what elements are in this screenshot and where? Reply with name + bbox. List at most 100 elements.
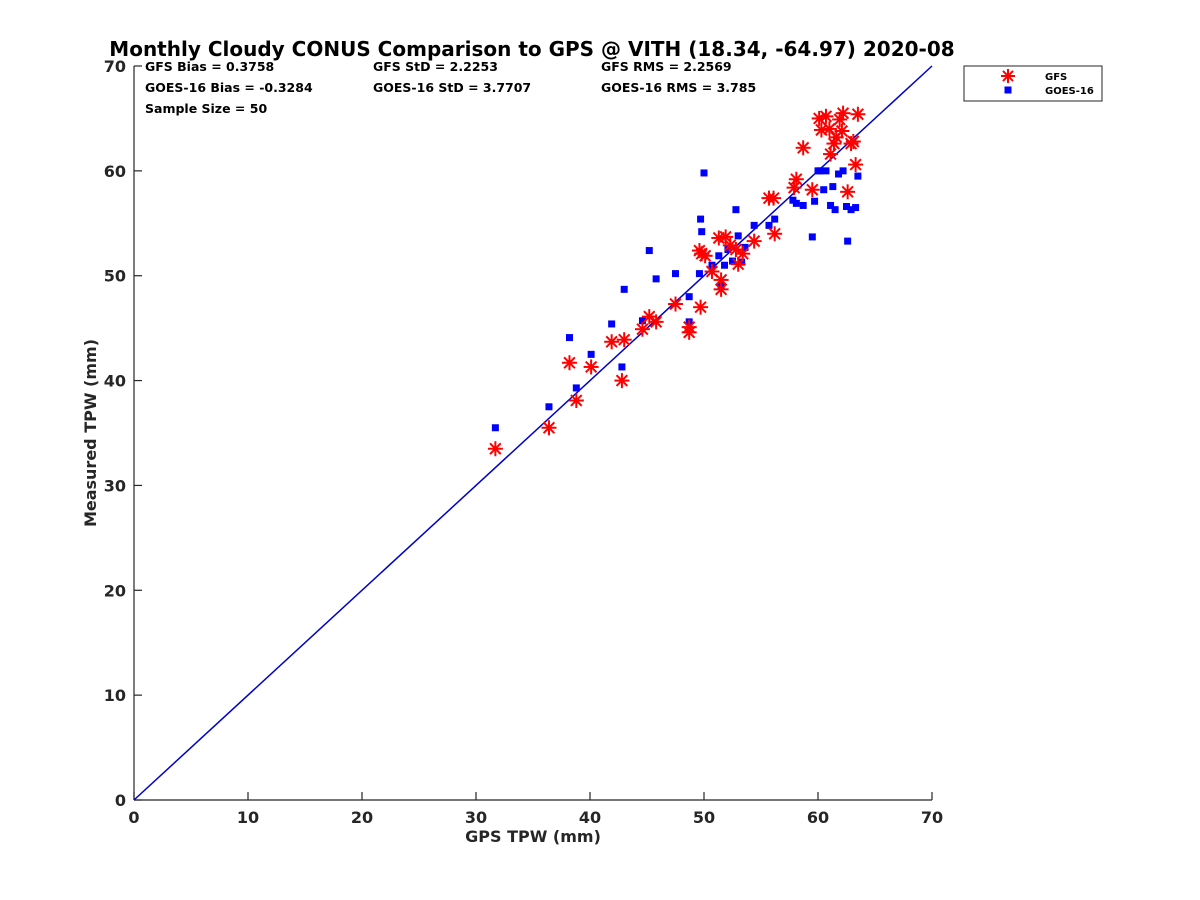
gfs-point — [634, 321, 650, 337]
gfs-point — [693, 299, 709, 315]
goes-16-point — [831, 206, 839, 214]
goes-16-point — [839, 167, 847, 175]
goes-16-point — [608, 320, 616, 328]
legend-box — [963, 65, 1103, 102]
gfs-point — [834, 123, 850, 139]
goes-16-point — [565, 334, 573, 342]
goes-16-point — [620, 285, 628, 293]
x-tick-label: 50 — [693, 808, 715, 827]
goes-16-point — [697, 215, 705, 223]
goes-16-point — [645, 247, 653, 255]
gfs-point — [804, 182, 820, 198]
gfs-point — [850, 106, 866, 122]
y-tick-label: 20 — [104, 581, 126, 600]
goes-16-point — [847, 206, 855, 214]
legend-gfs-label: GFS — [1045, 72, 1067, 83]
goes-16-point — [572, 384, 580, 392]
chart-title: Monthly Cloudy CONUS Comparison to GPS @… — [109, 37, 954, 61]
goes-16-point — [695, 270, 703, 278]
one-to-one-line — [133, 65, 933, 801]
x-tick-label: 30 — [465, 808, 487, 827]
gfs-point — [767, 226, 783, 242]
x-tick-label: 0 — [128, 808, 139, 827]
gfs-point — [668, 296, 683, 312]
goes-16-point — [822, 167, 830, 175]
gfs-point — [746, 233, 762, 249]
gfs-point — [541, 420, 557, 436]
goes-16-point — [638, 317, 646, 325]
gfs-point — [713, 272, 729, 288]
gfs-point — [848, 157, 864, 173]
gfs-point — [616, 332, 632, 348]
gfs-point — [735, 246, 751, 262]
goes-16-point — [734, 232, 742, 240]
goes-16-point — [685, 293, 693, 301]
goes-16-point — [844, 237, 852, 245]
y-tick-label: 70 — [104, 57, 126, 76]
gfs-point — [840, 184, 856, 200]
goes-16-point — [765, 221, 773, 229]
goes-16-point — [672, 270, 679, 278]
ticks: 0 10 20 30 40 50 60 70 0 10 20 30 40 50 60 70 — [104, 57, 943, 827]
x-tick-label: 70 — [921, 808, 943, 827]
gfs-point — [713, 281, 729, 297]
goes-16-point — [799, 201, 807, 209]
goes-16-point — [587, 350, 595, 358]
y-tick-label: 40 — [104, 372, 126, 391]
gfs-point — [697, 248, 713, 264]
goes-16-point — [652, 275, 660, 283]
goes-16-point — [816, 167, 824, 175]
goes-16-point — [715, 252, 723, 260]
x-tick-label: 10 — [237, 808, 259, 827]
stats-annotations: GFS Bias = 0.3758 GOES-16 Bias = -0.3284… — [145, 59, 756, 116]
goes-16-point — [820, 186, 828, 194]
goes-rms-text: GOES-16 RMS = 3.785 — [601, 80, 756, 95]
goes-16-point — [750, 221, 758, 229]
x-tick-label: 20 — [351, 808, 373, 827]
goes-16-point — [808, 233, 816, 241]
goes-16-point — [729, 257, 736, 265]
goes-std-text: GOES-16 StD = 3.7707 — [373, 80, 531, 95]
goes-16-point — [732, 206, 740, 214]
y-tick-label: 10 — [104, 686, 126, 705]
y-tick-label: 30 — [104, 476, 126, 495]
goes-16-point — [852, 204, 860, 212]
data-points — [487, 105, 866, 457]
gfs-point — [795, 140, 811, 156]
goes-16-point — [700, 169, 708, 177]
goes-16-point — [829, 183, 837, 191]
goes-16-point — [724, 246, 732, 253]
gfs-point — [604, 334, 620, 350]
goes-16-point — [835, 170, 843, 178]
gfs-point — [568, 392, 584, 408]
gfs-rms-text: GFS RMS = 2.2569 — [601, 59, 732, 74]
gfs-point — [823, 146, 839, 162]
goes-16-point — [827, 201, 835, 209]
goes-16-point — [618, 363, 626, 371]
goes-16-point — [771, 215, 779, 223]
y-tick-label: 50 — [104, 267, 126, 286]
gfs-point — [561, 355, 577, 371]
y-tick-label: 0 — [115, 791, 126, 810]
x-axis-label: GPS TPW (mm) — [465, 827, 601, 846]
goes-16-point — [843, 203, 850, 211]
gfs-point — [648, 314, 664, 330]
gfs-point — [583, 359, 599, 375]
gfs-point — [487, 441, 503, 457]
gfs-point — [835, 105, 851, 121]
gfs-point — [788, 171, 804, 187]
goes-16-point — [545, 403, 553, 411]
goes-16-point — [811, 197, 819, 205]
goes-16-point — [721, 261, 729, 269]
axes — [133, 66, 932, 801]
gfs-point — [818, 108, 834, 124]
goes-16-point — [491, 424, 499, 432]
legend: GFS GOES-16 — [963, 65, 1103, 102]
goes-16-point — [741, 243, 749, 251]
gfs-bias-text: GFS Bias = 0.3758 — [145, 59, 274, 74]
gfs-point — [845, 133, 861, 149]
y-axis-label: Measured TPW (mm) — [81, 339, 100, 527]
gfs-point — [614, 373, 630, 389]
